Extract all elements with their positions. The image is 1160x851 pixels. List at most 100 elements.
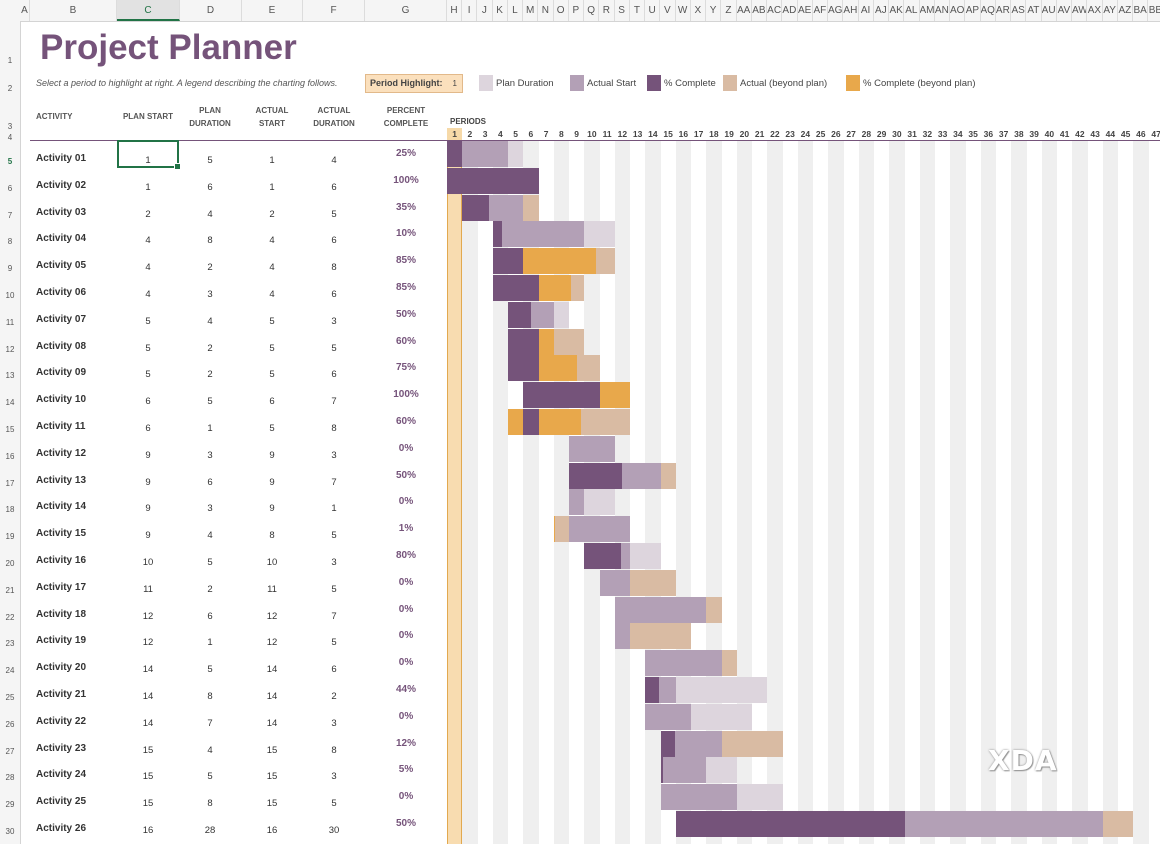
period-highlight-box[interactable]: Period Highlight: 1 [365, 74, 463, 93]
plan-duration-cell[interactable]: 3 [180, 449, 240, 476]
plan-duration-cell[interactable]: 8 [180, 234, 240, 261]
column-header-w[interactable]: W [676, 0, 691, 21]
percent-complete-cell[interactable]: 0% [372, 496, 440, 507]
column-header-ai[interactable]: AI [859, 0, 874, 21]
actual-duration-cell[interactable]: 8 [303, 422, 365, 449]
row-header-28[interactable]: 28 [0, 773, 20, 782]
column-header-at[interactable]: AT [1026, 0, 1041, 21]
percent-complete-cell[interactable]: 0% [372, 711, 440, 722]
activity-name-cell[interactable]: Activity 14 [36, 501, 86, 512]
row-header-11[interactable]: 11 [0, 318, 20, 327]
actual-start-cell[interactable]: 5 [242, 342, 302, 369]
activity-name-cell[interactable]: Activity 10 [36, 394, 86, 405]
plan-duration-cell[interactable]: 4 [180, 744, 240, 771]
plan-duration-cell[interactable]: 5 [180, 395, 240, 422]
activity-name-cell[interactable]: Activity 19 [36, 635, 86, 646]
percent-complete-cell[interactable]: 60% [372, 336, 440, 347]
activity-name-cell[interactable]: Activity 17 [36, 582, 86, 593]
column-header-k[interactable]: K [493, 0, 508, 21]
column-header-ar[interactable]: AR [996, 0, 1011, 21]
activity-name-cell[interactable]: Activity 26 [36, 823, 86, 834]
row-header-23[interactable]: 23 [0, 639, 20, 648]
actual-start-cell[interactable]: 1 [242, 154, 302, 181]
actual-start-cell[interactable]: 11 [242, 583, 302, 610]
plan-duration-cell[interactable]: 1 [180, 636, 240, 663]
percent-complete-cell[interactable]: 85% [372, 282, 440, 293]
plan-start-cell[interactable]: 4 [117, 261, 179, 288]
row-header-9[interactable]: 9 [0, 264, 20, 273]
actual-start-cell[interactable]: 5 [242, 422, 302, 449]
plan-start-cell[interactable]: 14 [117, 690, 179, 717]
column-header-b[interactable]: B [30, 0, 117, 21]
actual-start-cell[interactable]: 2 [242, 208, 302, 235]
row-header-26[interactable]: 26 [0, 720, 20, 729]
plan-duration-cell[interactable]: 4 [180, 315, 240, 342]
percent-complete-cell[interactable]: 25% [372, 148, 440, 159]
percent-complete-cell[interactable]: 5% [372, 764, 440, 775]
actual-duration-cell[interactable]: 3 [303, 556, 365, 583]
column-header-q[interactable]: Q [584, 0, 599, 21]
row-header-1[interactable]: 1 [0, 56, 20, 65]
activity-name-cell[interactable]: Activity 09 [36, 367, 86, 378]
plan-start-cell[interactable]: 14 [117, 663, 179, 690]
plan-start-cell[interactable]: 9 [117, 529, 179, 556]
row-header-19[interactable]: 19 [0, 532, 20, 541]
column-header-m[interactable]: M [523, 0, 538, 21]
column-header-f[interactable]: F [303, 0, 365, 21]
actual-duration-cell[interactable]: 4 [303, 154, 365, 181]
actual-duration-cell[interactable]: 3 [303, 717, 365, 744]
actual-duration-cell[interactable]: 5 [303, 797, 365, 824]
plan-duration-cell[interactable]: 1 [180, 422, 240, 449]
column-header-ab[interactable]: AB [752, 0, 767, 21]
plan-duration-cell[interactable]: 8 [180, 797, 240, 824]
column-header-u[interactable]: U [645, 0, 660, 21]
row-header-17[interactable]: 17 [0, 479, 20, 488]
column-header-as[interactable]: AS [1011, 0, 1026, 21]
activity-name-cell[interactable]: Activity 24 [36, 769, 86, 780]
plan-start-cell[interactable]: 12 [117, 610, 179, 637]
plan-start-cell[interactable]: 14 [117, 717, 179, 744]
column-header-x[interactable]: X [691, 0, 706, 21]
activity-name-cell[interactable]: Activity 22 [36, 716, 86, 727]
actual-duration-cell[interactable]: 8 [303, 261, 365, 288]
column-header-c[interactable]: C [117, 0, 180, 21]
actual-duration-cell[interactable]: 6 [303, 368, 365, 395]
row-header-24[interactable]: 24 [0, 666, 20, 675]
column-header-au[interactable]: AU [1042, 0, 1057, 21]
row-header-2[interactable]: 2 [0, 84, 20, 93]
plan-start-cell[interactable]: 9 [117, 449, 179, 476]
column-header-z[interactable]: Z [721, 0, 736, 21]
activity-name-cell[interactable]: Activity 18 [36, 609, 86, 620]
plan-start-cell[interactable]: 15 [117, 770, 179, 797]
plan-duration-cell[interactable]: 5 [180, 663, 240, 690]
actual-duration-cell[interactable]: 5 [303, 208, 365, 235]
column-header-ba[interactable]: BA [1133, 0, 1148, 21]
activity-name-cell[interactable]: Activity 08 [36, 341, 86, 352]
actual-duration-cell[interactable]: 2 [303, 690, 365, 717]
actual-duration-cell[interactable]: 3 [303, 449, 365, 476]
plan-duration-cell[interactable]: 6 [180, 181, 240, 208]
column-header-al[interactable]: AL [904, 0, 919, 21]
column-header-r[interactable]: R [599, 0, 614, 21]
row-header-20[interactable]: 20 [0, 559, 20, 568]
column-header-e[interactable]: E [242, 0, 303, 21]
column-header-aw[interactable]: AW [1072, 0, 1087, 21]
column-header-d[interactable]: D [180, 0, 242, 21]
activity-name-cell[interactable]: Activity 20 [36, 662, 86, 673]
actual-duration-cell[interactable]: 5 [303, 583, 365, 610]
plan-start-cell[interactable]: 12 [117, 636, 179, 663]
actual-start-cell[interactable]: 12 [242, 636, 302, 663]
actual-duration-cell[interactable]: 6 [303, 234, 365, 261]
column-header-ae[interactable]: AE [798, 0, 813, 21]
column-header-g[interactable]: G [365, 0, 447, 21]
actual-start-cell[interactable]: 4 [242, 288, 302, 315]
actual-start-cell[interactable]: 8 [242, 529, 302, 556]
plan-duration-cell[interactable]: 6 [180, 476, 240, 503]
plan-start-cell[interactable]: 15 [117, 744, 179, 771]
actual-duration-cell[interactable]: 3 [303, 315, 365, 342]
actual-start-cell[interactable]: 6 [242, 395, 302, 422]
activity-name-cell[interactable]: Activity 11 [36, 421, 85, 432]
plan-start-cell[interactable]: 16 [117, 824, 179, 851]
row-header-10[interactable]: 10 [0, 291, 20, 300]
plan-start-cell[interactable]: 11 [117, 583, 179, 610]
